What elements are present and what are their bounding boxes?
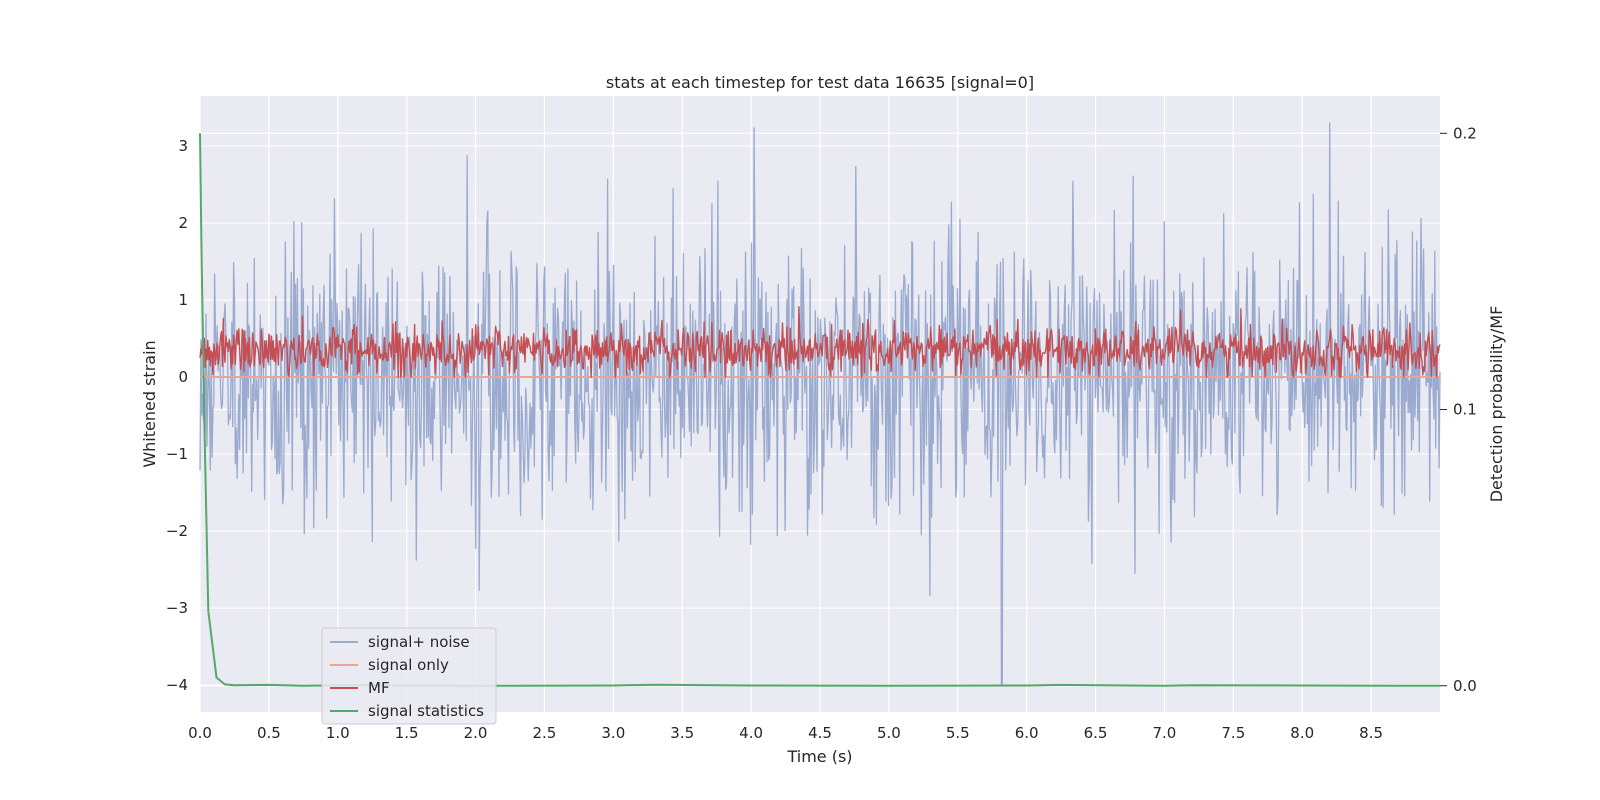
x-tick-label: 2.5 — [533, 724, 557, 742]
y-tick-label: −3 — [166, 599, 188, 617]
y2-tick-label: 0.2 — [1453, 124, 1477, 142]
x-tick-label: 3.5 — [670, 724, 694, 742]
x-tick-label: 5.5 — [946, 724, 970, 742]
y2-tick-labels: 0.0 0.1 0.2 — [1440, 124, 1477, 695]
x-tick-label: 6.5 — [1084, 724, 1108, 742]
x-tick-label: 3.0 — [601, 724, 625, 742]
legend-label: signal+ noise — [368, 633, 470, 651]
x-tick-label: 7.5 — [1221, 724, 1245, 742]
y-tick-label: 2 — [178, 214, 188, 232]
x-tick-label: 6.0 — [1015, 724, 1039, 742]
chart-title: stats at each timestep for test data 166… — [606, 73, 1034, 92]
legend-label: signal only — [368, 656, 449, 674]
y2-axis-label: Detection probability/MF — [1487, 306, 1506, 503]
x-tick-labels: 0.0 0.5 1.0 1.5 2.0 2.5 3.0 3.5 4.0 4.5 5.0 5.5 6.0 6… — [188, 724, 1383, 742]
legend-label: signal statistics — [368, 702, 484, 720]
x-tick-label: 8.5 — [1359, 724, 1383, 742]
legend-box — [321, 627, 497, 725]
x-tick-label: 8.0 — [1290, 724, 1314, 742]
y-tick-label: −2 — [166, 522, 188, 540]
x-tick-label: 1.0 — [326, 724, 350, 742]
x-tick-label: 4.0 — [739, 724, 763, 742]
legend-items: signal+ noise signal only MF signal statist… — [330, 633, 484, 720]
y-tick-label: 0 — [178, 368, 188, 386]
x-tick-label: 0.0 — [188, 724, 212, 742]
x-tick-label: 7.0 — [1153, 724, 1177, 742]
y-tick-label: −4 — [166, 676, 188, 694]
legend-label: MF — [368, 679, 390, 697]
y2-tick-label: 0.0 — [1453, 677, 1477, 695]
y-tick-label: 3 — [178, 137, 188, 155]
y-tick-labels: −4 −3 −2 −1 0 1 2 3 — [166, 137, 188, 694]
x-axis-label: Time (s) — [786, 747, 852, 766]
x-tick-label: 2.0 — [464, 724, 488, 742]
y-tick-label: −1 — [166, 445, 188, 463]
x-tick-label: 5.0 — [877, 724, 901, 742]
x-tick-label: 0.5 — [257, 724, 281, 742]
series-line-mf — [199, 306, 1441, 378]
y-tick-label: 1 — [178, 291, 188, 309]
y2-tick-label: 0.1 — [1453, 401, 1477, 419]
y-axis-label: Whitened strain — [140, 340, 159, 467]
legend: signal+ noise signal only MF signal statist… — [321, 627, 497, 725]
x-tick-label: 4.5 — [808, 724, 832, 742]
x-tick-label: 1.5 — [395, 724, 419, 742]
